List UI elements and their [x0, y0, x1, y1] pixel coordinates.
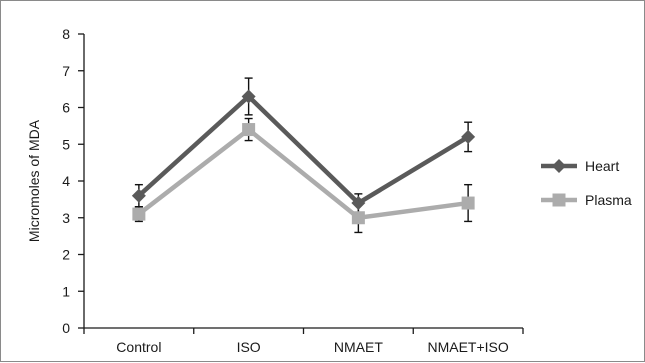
y-tick-label: 1: [62, 283, 70, 299]
x-tick-label: NMAET: [334, 339, 383, 355]
y-tick-label: 7: [62, 63, 70, 79]
markers-plasma: [132, 123, 475, 225]
legend-item-heart: Heart: [541, 158, 619, 174]
y-tick-label: 6: [62, 100, 70, 116]
markers-heart: [131, 89, 476, 211]
series-line: [137, 93, 470, 206]
error-bars-heart: [134, 77, 473, 213]
data-point: [242, 123, 256, 137]
legend-item-plasma: Plasma: [541, 192, 632, 208]
data-point: [241, 89, 256, 104]
axes: 0 1 2 3 4 5 6 7 8 Control ISO NMAET NMAET+ISO: [62, 26, 524, 355]
y-axis-title: Micromoles of MDA: [26, 119, 42, 242]
legend-label: Plasma: [585, 192, 632, 208]
data-point: [461, 129, 476, 144]
series-heart: [137, 93, 470, 206]
legend-swatch-marker: [552, 159, 566, 173]
series-layer: [131, 77, 476, 234]
data-point: [131, 188, 146, 203]
data-point: [351, 211, 365, 225]
data-point: [351, 196, 366, 211]
x-tick-label: Control: [116, 339, 161, 355]
x-tick-label: NMAET+ISO: [427, 339, 508, 355]
y-tick-label: 0: [62, 320, 70, 336]
y-tick-label: 8: [62, 26, 70, 42]
legend: Heart Plasma: [541, 158, 632, 208]
y-tick-label: 5: [62, 136, 70, 152]
y-tick-label: 3: [62, 210, 70, 226]
y-tick-label: 2: [62, 247, 70, 263]
series-plasma: [137, 126, 469, 221]
data-point: [132, 207, 146, 221]
legend-swatch-marker: [552, 193, 566, 207]
y-axis-title-group: Micromoles of MDA: [26, 119, 42, 242]
series-line: [137, 126, 469, 221]
legend-label: Heart: [585, 158, 619, 174]
data-point: [461, 196, 475, 210]
x-tick-label: ISO: [237, 339, 261, 355]
y-tick-label: 4: [62, 173, 70, 189]
